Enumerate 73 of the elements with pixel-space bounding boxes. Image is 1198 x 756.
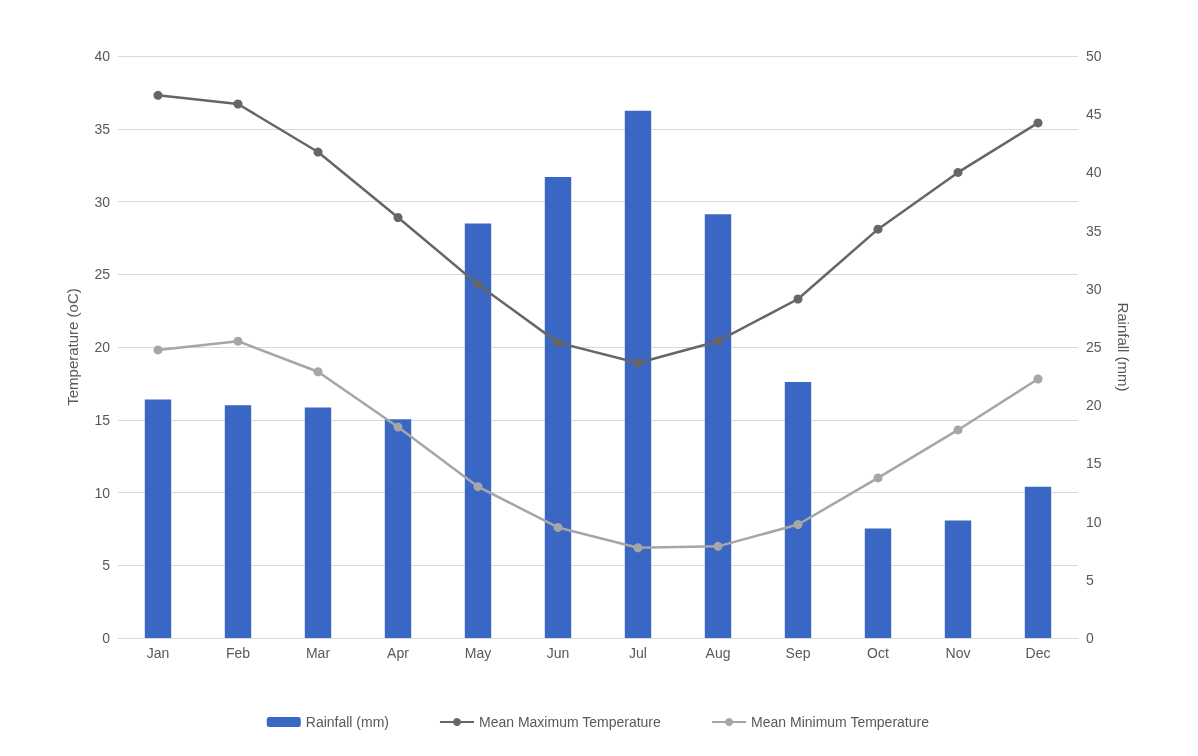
- point: [873, 224, 883, 234]
- y-axis-title: Temperature (oC): [64, 288, 81, 406]
- bar: [624, 110, 652, 638]
- point: [633, 358, 643, 368]
- point: [313, 367, 323, 377]
- legend-label: Mean Minimum Temperature: [751, 714, 930, 730]
- point: [713, 541, 723, 551]
- point: [953, 425, 963, 435]
- y2-tick-label: 10: [1086, 513, 1102, 530]
- point: [153, 345, 163, 355]
- y-tick-label: 25: [94, 266, 111, 283]
- bar: [944, 520, 972, 638]
- x-tick-label: Jul: [629, 645, 647, 661]
- x-tick-label: Aug: [705, 645, 731, 661]
- bar: [1024, 486, 1052, 638]
- point: [553, 522, 563, 532]
- point: [553, 338, 563, 348]
- y2-tick-label: 25: [1086, 339, 1102, 355]
- legend-label: Mean Maximum Temperature: [479, 714, 662, 730]
- y2-tick-label: 40: [1086, 164, 1102, 181]
- point: [953, 167, 963, 177]
- x-tick-label: May: [464, 645, 492, 661]
- y2-tick-label: 35: [1086, 222, 1102, 239]
- point: [393, 213, 403, 222]
- point: [313, 147, 323, 157]
- y-tick-label: 20: [94, 339, 111, 355]
- point: [1033, 374, 1043, 384]
- x-tick-label: Jun: [546, 645, 570, 661]
- y-tick-label: 35: [94, 120, 111, 137]
- y2-tick-label: 0: [1086, 630, 1094, 646]
- x-tick-label: Apr: [387, 645, 410, 661]
- y-tick-label: 5: [102, 557, 111, 574]
- point: [473, 482, 483, 492]
- bar: [704, 214, 732, 638]
- bar: [224, 405, 252, 638]
- y2-tick-label: 45: [1086, 106, 1102, 123]
- y2-tick-label: 30: [1086, 280, 1102, 297]
- point: [793, 520, 803, 530]
- point: [633, 543, 643, 553]
- x-tick-label: Dec: [1025, 645, 1051, 661]
- point: [153, 90, 163, 100]
- point: [393, 422, 403, 432]
- y-tick-label: 40: [94, 48, 111, 64]
- y-tick-label: 0: [102, 630, 111, 646]
- point: [233, 336, 243, 346]
- y2-tick-label: 5: [1086, 571, 1094, 588]
- y2-axis-title: Rainfall (mm): [1115, 302, 1132, 392]
- x-tick-label: Mar: [305, 645, 331, 661]
- x-tick-label: Oct: [867, 645, 889, 661]
- bar: [784, 381, 812, 638]
- point: [793, 294, 803, 304]
- y-tick-label: 30: [94, 193, 111, 210]
- x-tick-label: Feb: [225, 645, 251, 661]
- bar: [144, 399, 172, 638]
- x-tick-label: Sep: [785, 645, 811, 661]
- x-tick-label: Nov: [945, 645, 971, 661]
- y-tick-label: 10: [94, 484, 111, 501]
- y2-tick-label: 20: [1086, 397, 1102, 414]
- bar: [304, 407, 332, 638]
- bar: [544, 177, 572, 638]
- point: [473, 279, 483, 289]
- y2-tick-label: 50: [1086, 48, 1102, 64]
- bar: [864, 528, 892, 638]
- point: [233, 99, 243, 109]
- point: [1033, 118, 1043, 128]
- legend-label: Rainfall (mm): [305, 714, 389, 730]
- x-tick-label: Jan: [146, 645, 170, 661]
- y-tick-label: 15: [94, 411, 111, 428]
- point: [713, 336, 723, 346]
- bar: [464, 223, 492, 638]
- y2-tick-label: 15: [1086, 455, 1102, 472]
- point: [873, 473, 883, 483]
- bar: [384, 419, 412, 638]
